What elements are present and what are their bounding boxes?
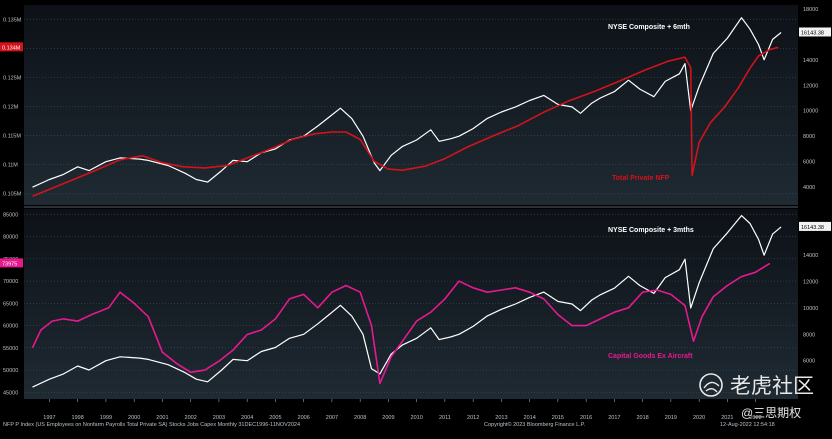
x-tick-label: 2016 — [580, 415, 592, 421]
series-annotation: NYSE Composite + 6mth — [608, 24, 690, 31]
right-tick-label: 12000 — [803, 83, 818, 89]
top-panel-background — [24, 5, 798, 205]
x-tick-label: 2007 — [326, 415, 338, 421]
left-tick-label: 60000 — [3, 324, 18, 330]
left-tick-label: 70000 — [3, 279, 18, 285]
right-tick-label: 6000 — [803, 359, 815, 365]
x-tick-label: 2018 — [637, 415, 649, 421]
left-tick-label: 85000 — [3, 212, 18, 218]
right-tick-label: 18000 — [803, 7, 818, 13]
left-tick-label: 80000 — [3, 235, 18, 241]
tiger-stripes-icon — [703, 381, 720, 393]
left-tick-label: 0.125M — [3, 75, 22, 81]
right-tick-label: 4000 — [803, 185, 815, 191]
left-last-value-badge — [0, 258, 23, 268]
x-tick-label: 2014 — [524, 415, 536, 421]
left-tick-label: 45000 — [3, 390, 18, 396]
left-tick-label: 0.11M — [3, 162, 18, 168]
series-annotation: Capital Goods Ex Aircraft — [608, 353, 693, 360]
x-tick-label: 2012 — [467, 415, 479, 421]
annotation-layer: NYSE Composite + 6mth Total Private NFP 0.… — [0, 24, 831, 360]
right-tick-label: 12000 — [803, 280, 818, 286]
left-tick-label: 55000 — [3, 346, 18, 352]
watermark: 老虎社区 @三思期权 — [699, 373, 814, 420]
x-tick-label: 2009 — [382, 415, 394, 421]
x-tick-label: 2011 — [439, 415, 451, 421]
watermark-brand: 老虎社区 — [730, 375, 814, 398]
x-tick-label: 2015 — [552, 415, 564, 421]
series-line-white-0 — [32, 17, 782, 188]
right-tick-label: 8000 — [803, 134, 815, 140]
watermark-handle: @三思期权 — [741, 406, 801, 420]
tiger-logo-icon — [699, 373, 723, 397]
x-tick-label: 2002 — [185, 415, 197, 421]
right-tick-label: 14000 — [803, 58, 818, 64]
copyright-note: Copyright© 2023 Bloomberg Finance L.P. — [484, 421, 586, 428]
x-tick-label: 2005 — [269, 415, 281, 421]
right-tick-label: 10000 — [803, 306, 818, 312]
series-annotation: Total Private NFP — [612, 175, 670, 182]
left-last-value-label: 0.134M — [2, 45, 21, 51]
x-tick-label: 2008 — [354, 415, 366, 421]
left-tick-label: 0.105M — [3, 191, 22, 197]
x-tick-label: 2019 — [665, 415, 677, 421]
source-note: NFP P Index (US Employees on Nonfarm Pay… — [3, 422, 300, 428]
right-tick-label: 10000 — [803, 109, 818, 115]
right-last-value-badge — [799, 221, 831, 231]
left-last-value-label: 73975 — [2, 261, 17, 267]
x-tick-label: 2004 — [241, 415, 253, 421]
right-tick-label: 14000 — [803, 253, 818, 259]
right-tick-label: 6000 — [803, 160, 815, 166]
timestamp: 12-Aug-2022 12:54:18 — [720, 422, 775, 428]
left-last-value-badge — [0, 42, 23, 52]
x-tick-label: 1997 — [43, 415, 55, 421]
left-tick-label: 0.12M — [3, 104, 19, 110]
x-tick-label: 1999 — [100, 415, 112, 421]
series-layer — [31, 17, 782, 388]
right-last-value-label: 16143.38 — [801, 30, 824, 36]
bottom-panel-background — [24, 209, 798, 399]
x-tick-label: 2000 — [128, 415, 140, 421]
series-annotation: NYSE Composite + 3mths — [608, 227, 694, 234]
x-tick-label: 2013 — [495, 415, 507, 421]
x-tick-label: 1998 — [72, 415, 84, 421]
x-tick-label: 2022 — [750, 415, 762, 421]
x-tick-label: 2010 — [411, 415, 423, 421]
left-tick-label: 0.115M — [3, 133, 21, 139]
x-tick-label: 2021 — [721, 415, 733, 421]
x-tick-label: 2017 — [608, 415, 620, 421]
left-tick-label: 50000 — [3, 368, 18, 374]
right-last-value-label: 16143.38 — [801, 225, 824, 231]
right-last-value-badge — [799, 27, 831, 37]
left-tick-label: 65000 — [3, 301, 18, 307]
x-tick-label: 2003 — [213, 415, 225, 421]
series-line-white-1 — [32, 215, 782, 388]
x-tick-label: 2001 — [156, 415, 168, 421]
left-tick-label: 0.135M — [3, 17, 22, 23]
x-tick-label: 2006 — [298, 415, 310, 421]
right-tick-label: 8000 — [803, 332, 815, 338]
series-line-pink-1 — [31, 262, 771, 385]
series-line-red-0 — [32, 46, 779, 198]
grid-layer — [24, 19, 798, 393]
x-tick-label: 2020 — [693, 415, 705, 421]
